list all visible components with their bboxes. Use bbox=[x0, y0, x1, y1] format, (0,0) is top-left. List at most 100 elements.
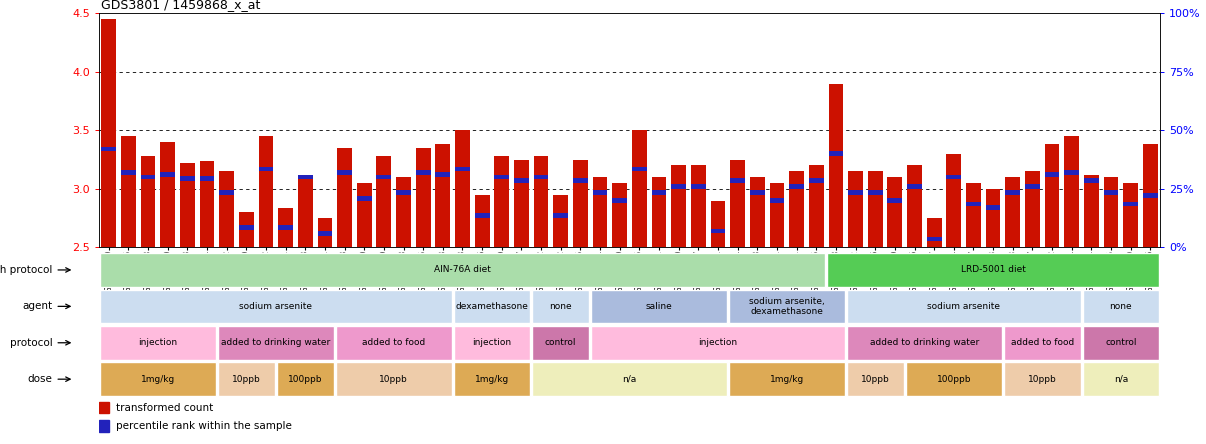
Bar bbox=[847, 289, 1081, 323]
Bar bbox=[258, 166, 274, 171]
Text: 100ppb: 100ppb bbox=[288, 375, 322, 384]
Bar bbox=[750, 177, 765, 247]
Bar bbox=[1006, 190, 1020, 194]
Bar bbox=[651, 177, 667, 247]
Bar bbox=[632, 131, 646, 247]
Bar bbox=[475, 194, 490, 247]
Bar bbox=[258, 136, 274, 247]
Bar bbox=[710, 201, 725, 247]
Bar bbox=[357, 183, 371, 247]
Bar bbox=[100, 253, 825, 287]
Bar bbox=[651, 190, 667, 194]
Bar bbox=[848, 171, 863, 247]
Text: 1mg/kg: 1mg/kg bbox=[141, 375, 175, 384]
Bar bbox=[829, 151, 843, 156]
Bar bbox=[613, 183, 627, 247]
Text: sodium arsenite: sodium arsenite bbox=[239, 302, 312, 311]
Bar bbox=[691, 166, 706, 247]
Bar bbox=[691, 184, 706, 189]
Bar bbox=[298, 177, 312, 247]
Bar bbox=[219, 171, 234, 247]
Bar bbox=[100, 326, 216, 360]
Text: control: control bbox=[1105, 338, 1136, 347]
Bar bbox=[1003, 326, 1081, 360]
Text: growth protocol: growth protocol bbox=[0, 265, 52, 275]
Bar bbox=[121, 136, 136, 247]
Bar bbox=[338, 170, 352, 175]
Bar bbox=[1065, 136, 1079, 247]
Text: agent: agent bbox=[22, 301, 52, 311]
Bar bbox=[1123, 202, 1138, 206]
Bar bbox=[769, 183, 784, 247]
Text: LRD-5001 diet: LRD-5001 diet bbox=[961, 266, 1025, 274]
Bar bbox=[907, 166, 921, 247]
Bar bbox=[632, 166, 646, 171]
Bar bbox=[335, 326, 452, 360]
Text: added to food: added to food bbox=[362, 338, 426, 347]
Bar bbox=[338, 148, 352, 247]
Bar bbox=[591, 289, 727, 323]
Bar bbox=[376, 175, 391, 179]
Bar bbox=[453, 362, 531, 396]
Text: added to drinking water: added to drinking water bbox=[221, 338, 330, 347]
Bar bbox=[847, 362, 903, 396]
Bar bbox=[416, 148, 431, 247]
Bar bbox=[121, 170, 136, 175]
Bar bbox=[966, 202, 980, 206]
Bar bbox=[200, 176, 215, 181]
Bar bbox=[100, 362, 216, 396]
Bar bbox=[514, 159, 528, 247]
Bar bbox=[728, 289, 844, 323]
Bar bbox=[554, 194, 568, 247]
Bar bbox=[1003, 362, 1081, 396]
Text: n/a: n/a bbox=[1113, 375, 1128, 384]
Bar bbox=[239, 225, 253, 230]
Text: sodium arsenite: sodium arsenite bbox=[927, 302, 1000, 311]
Bar bbox=[1103, 177, 1118, 247]
Bar bbox=[1006, 177, 1020, 247]
Bar bbox=[827, 253, 1159, 287]
Bar bbox=[592, 190, 608, 194]
Bar bbox=[926, 218, 942, 247]
Bar bbox=[1025, 184, 1040, 189]
Bar bbox=[1083, 326, 1159, 360]
Bar bbox=[731, 178, 745, 183]
Bar bbox=[947, 175, 961, 179]
Bar bbox=[1123, 183, 1138, 247]
Text: injection: injection bbox=[473, 338, 511, 347]
Bar bbox=[475, 214, 490, 218]
Text: dose: dose bbox=[28, 374, 52, 384]
Bar bbox=[985, 189, 1001, 247]
Bar bbox=[494, 175, 509, 179]
Bar bbox=[276, 362, 334, 396]
Bar bbox=[180, 176, 194, 181]
Bar bbox=[728, 362, 844, 396]
Bar bbox=[279, 207, 293, 247]
Bar bbox=[1084, 178, 1099, 183]
Bar bbox=[99, 401, 110, 413]
Bar bbox=[1083, 289, 1159, 323]
Bar bbox=[1083, 362, 1159, 396]
Bar bbox=[200, 161, 215, 247]
Bar bbox=[672, 184, 686, 189]
Bar bbox=[1084, 175, 1099, 247]
Text: 10ppb: 10ppb bbox=[232, 375, 260, 384]
Bar bbox=[534, 175, 549, 179]
Bar bbox=[672, 166, 686, 247]
Bar bbox=[279, 225, 293, 230]
Text: saline: saline bbox=[645, 302, 673, 311]
Text: 10ppb: 10ppb bbox=[1028, 375, 1056, 384]
Bar bbox=[888, 198, 902, 203]
Bar bbox=[376, 156, 391, 247]
Bar bbox=[591, 326, 844, 360]
Bar bbox=[1025, 171, 1040, 247]
Bar bbox=[534, 156, 549, 247]
Bar bbox=[101, 19, 116, 247]
Bar bbox=[1103, 190, 1118, 194]
Bar bbox=[396, 190, 411, 194]
Bar bbox=[141, 175, 156, 179]
Text: 1mg/kg: 1mg/kg bbox=[769, 375, 804, 384]
Bar bbox=[750, 190, 765, 194]
Text: none: none bbox=[550, 302, 572, 311]
Bar bbox=[731, 159, 745, 247]
